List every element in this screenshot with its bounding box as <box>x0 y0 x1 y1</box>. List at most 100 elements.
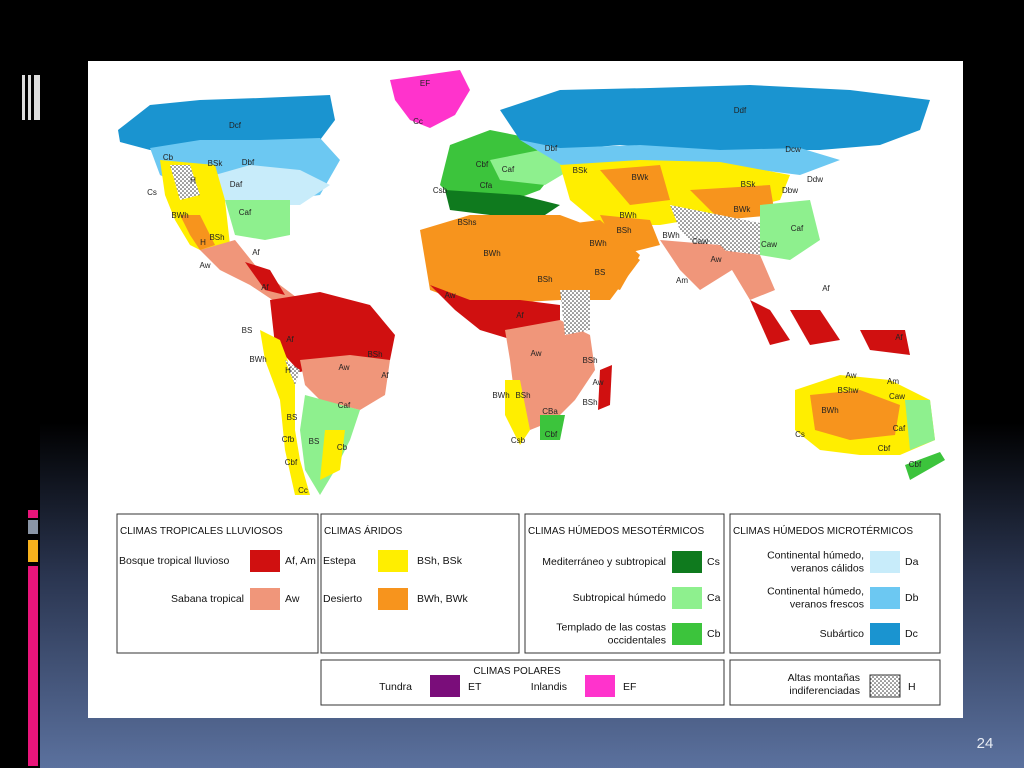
map-label: Caf <box>502 165 515 174</box>
map-label: H <box>285 366 291 375</box>
legend-swatch <box>672 623 702 645</box>
map-label: BWh <box>821 406 838 415</box>
legend-swatch <box>672 587 702 609</box>
map-label: BWh <box>171 211 188 220</box>
map-label: Ddf <box>734 106 747 115</box>
legend-label: Estepa <box>323 555 356 567</box>
map-label: Aw <box>846 371 857 380</box>
legend-swatch <box>585 675 615 697</box>
legend-label: veranos cálidos <box>791 563 864 575</box>
legend-code: H <box>908 681 916 693</box>
map-label: Caf <box>239 208 252 217</box>
legend-swatch <box>378 588 408 610</box>
legend-code: EF <box>623 681 636 693</box>
map-label: BSh <box>537 275 552 284</box>
legend-swatch <box>250 588 280 610</box>
legend-group-title: CLIMAS TROPICALES LLUVIOSOS <box>120 526 283 537</box>
map-label: Cb <box>163 153 174 162</box>
map-label: Cbf <box>878 444 891 453</box>
legend-group-title: CLIMAS HÚMEDOS MESOTÉRMICOS <box>528 524 704 537</box>
legend-label: occidentales <box>608 635 666 647</box>
map-label: BWh <box>589 239 606 248</box>
map-label: Af <box>252 248 260 257</box>
map-label: Af <box>895 333 903 342</box>
map-label: BS <box>309 437 320 446</box>
map-label: Aw <box>200 261 211 270</box>
map-label: Af <box>381 371 389 380</box>
legend-code: BSh, BSk <box>417 555 463 567</box>
legend-code: Da <box>905 556 919 568</box>
side-decoration <box>22 75 40 766</box>
map-label: Af <box>822 284 830 293</box>
legend-group-title: CLIMAS ÁRIDOS <box>324 524 403 537</box>
legend-code: Af, Am <box>285 555 316 567</box>
legend-swatch <box>430 675 460 697</box>
map-label: BSk <box>573 166 589 175</box>
map-label: CBa <box>542 407 558 416</box>
map-label: Csb <box>433 186 448 195</box>
map-label: H <box>190 176 196 185</box>
legend-swatch <box>869 674 901 698</box>
map-label: BS <box>595 268 606 277</box>
map-label: Cc <box>298 486 308 495</box>
legend-code: Cb <box>707 628 721 640</box>
map-label: BS <box>242 326 253 335</box>
map-label: BSh <box>582 398 597 407</box>
legend-swatch <box>672 551 702 573</box>
legend-label: Tundra <box>379 681 412 693</box>
map-label: Cfa <box>480 181 493 190</box>
legend-swatch <box>250 550 280 572</box>
legend-label: Desierto <box>323 593 362 605</box>
map-label: BSh <box>616 226 631 235</box>
legend-label: Continental húmedo, <box>767 586 864 598</box>
legend-code: Dc <box>905 628 918 640</box>
legend-code: Ca <box>707 592 721 604</box>
map-label: EF <box>420 79 430 88</box>
map-label: Aw <box>445 291 456 300</box>
map-label: Dcf <box>229 121 242 130</box>
map-labels: EF Cc Dcf Ddf Ddw Dbf Dcw Dbf Daf BSk H Cb Cs BWh BSh C… <box>147 79 922 495</box>
map-label: Am <box>887 377 899 386</box>
legend-box <box>729 513 941 654</box>
map-label: Aw <box>531 349 542 358</box>
legend-label: Continental húmedo, <box>767 550 864 562</box>
map-label: BShw <box>838 386 859 395</box>
legend-label: Templado de las costas <box>556 622 666 634</box>
legend-label: Mediterráneo y subtropical <box>542 556 666 568</box>
map-label: BWh <box>249 355 266 364</box>
legend-group-title: CLIMAS HÚMEDOS MICROTÉRMICOS <box>733 524 913 537</box>
map-label: BWh <box>483 249 500 258</box>
map-label: Cbf <box>545 430 558 439</box>
map-label: Cbf <box>285 458 298 467</box>
map-label: Dbw <box>782 186 798 195</box>
map-label: Dbf <box>242 158 255 167</box>
legend-label: Inlandis <box>531 681 567 693</box>
map-label: BSh <box>582 356 597 365</box>
map-label: Caw <box>761 240 777 249</box>
map-label: Caw <box>889 392 905 401</box>
legend-box <box>729 659 941 706</box>
map-label: BSk <box>208 159 224 168</box>
map-label: Af <box>286 335 294 344</box>
map-label: Caf <box>338 401 351 410</box>
map-label: Cfb <box>282 435 295 444</box>
map-label: Aw <box>339 363 350 372</box>
legend-label: Bosque tropical lluvioso <box>119 555 229 567</box>
map-label: BWh <box>662 231 679 240</box>
map-label: BS <box>287 413 298 422</box>
map-label: BWh <box>619 211 636 220</box>
legend-box <box>116 513 319 654</box>
legend-group-title: CLIMAS POLARES <box>473 666 561 677</box>
map-label: Cs <box>147 188 157 197</box>
map-label: BSh <box>515 391 530 400</box>
map-label: BWk <box>734 205 752 214</box>
legend-code: ET <box>468 681 482 693</box>
map-label: BSh <box>367 350 382 359</box>
map-label: Am <box>676 276 688 285</box>
map-label: BSk <box>741 180 757 189</box>
map-label: Cbf <box>476 160 489 169</box>
map-label: Daf <box>230 180 243 189</box>
legend-label: Altas montañas <box>788 672 860 684</box>
legend-code: Aw <box>285 593 300 605</box>
